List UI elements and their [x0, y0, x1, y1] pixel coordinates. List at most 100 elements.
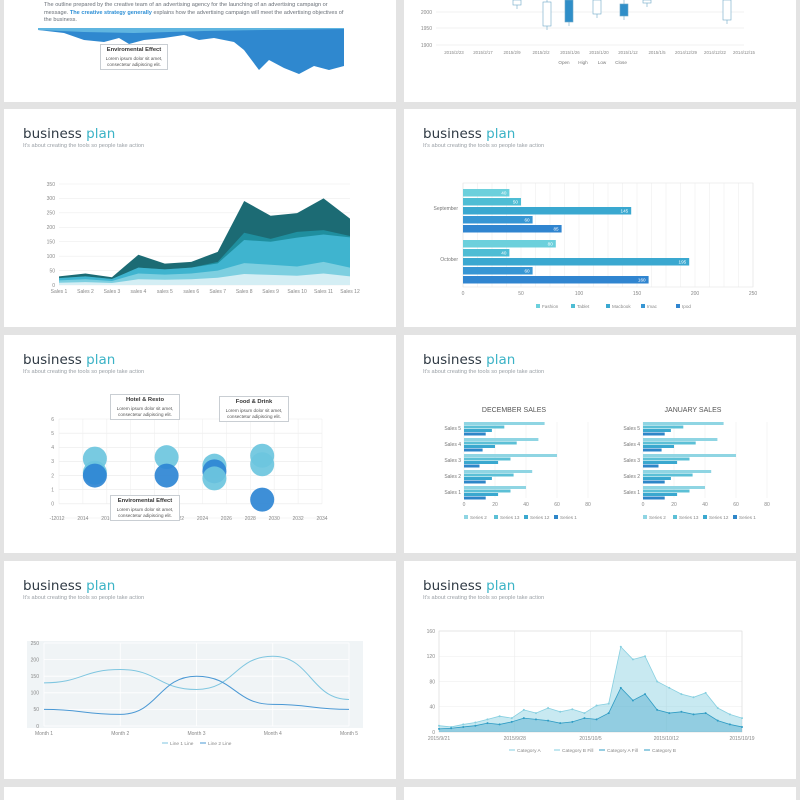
x-tick: 0 — [463, 502, 466, 508]
slide-next-left — [4, 787, 396, 800]
bar-label: 195 — [679, 260, 687, 265]
x-tick: 2015/10/5 — [579, 736, 601, 742]
x-tick: 2030 — [269, 516, 280, 522]
bubble — [154, 463, 179, 488]
slide-stacked-area: business plan It's about creating the to… — [4, 109, 396, 327]
bar — [463, 258, 690, 266]
bar — [464, 477, 492, 480]
page-subtitle: It's about creating the tools so people … — [23, 143, 145, 149]
x-tick: Sales 1 — [51, 289, 68, 295]
y-tick: 200 — [47, 225, 56, 231]
y-tick: 80 — [429, 679, 435, 685]
bubble — [154, 445, 179, 470]
category-label: Sales 2 — [623, 474, 640, 480]
bar — [463, 267, 533, 275]
strategy-note: The outline prepared by the creative tea… — [44, 2, 344, 24]
candle — [512, 0, 522, 6]
legend-swatch — [464, 515, 468, 519]
legend-item: Series 1 — [560, 515, 577, 520]
bar — [464, 480, 486, 484]
data-point — [619, 645, 622, 648]
y-tick: 160 — [427, 629, 436, 635]
y-tick: 2 — [51, 473, 54, 479]
x-tick: Month 1 — [35, 731, 53, 737]
y-tick: 1900 — [421, 43, 432, 49]
data-point — [741, 717, 743, 720]
bar — [643, 480, 665, 484]
bar — [643, 425, 684, 429]
panel-title: DECEMBER SALES — [482, 407, 547, 414]
bar — [464, 422, 545, 425]
slide-time-area: business plan It's about creating the to… — [404, 561, 796, 779]
page-subtitle: It's about creating the tools so people … — [23, 595, 145, 601]
bar — [463, 276, 649, 284]
legend-swatch — [703, 515, 707, 519]
legend-item: Imac — [647, 304, 658, 309]
y-tick: 0 — [432, 730, 435, 736]
plot-border — [438, 630, 743, 733]
bar — [643, 448, 662, 452]
slide-next-right — [404, 787, 796, 800]
legend-item: Ipod — [682, 304, 691, 309]
candle — [564, 0, 574, 23]
legend-item: Series 1 — [739, 515, 756, 520]
data-point — [498, 723, 501, 726]
x-tick: 2015/2/23 — [444, 50, 464, 55]
x-tick: 0 — [642, 502, 645, 508]
data-point — [704, 691, 707, 694]
data-point — [474, 721, 477, 724]
legend-swatch — [676, 304, 680, 308]
bar-label: 40 — [501, 251, 507, 256]
data-point — [680, 693, 683, 696]
bar — [643, 445, 674, 448]
data-point — [595, 704, 598, 707]
bar-label: 40 — [501, 191, 507, 196]
environment-callout: Enviromental Effect Lorem ipsum dolor si… — [100, 44, 168, 71]
y-tick: 2000 — [421, 10, 432, 16]
legend-swatch — [494, 515, 498, 519]
bar-label: 60 — [524, 218, 530, 223]
data-point — [571, 708, 574, 711]
legend-swatch — [641, 304, 645, 308]
y-tick: -1 — [50, 516, 55, 522]
slide-grouped-bars: business plan It's about creating the to… — [404, 109, 796, 327]
data-point — [704, 712, 707, 715]
data-point — [692, 713, 695, 716]
x-tick: Month 5 — [340, 731, 358, 737]
x-tick: Month 2 — [111, 731, 129, 737]
x-tick: 40 — [702, 502, 708, 508]
y-tick: 150 — [47, 240, 56, 246]
data-point — [607, 702, 610, 705]
x-tick: Sales 3 — [104, 289, 121, 295]
category-label: Sales 5 — [444, 426, 461, 432]
data-point — [547, 719, 550, 722]
y-tick: 100 — [47, 254, 56, 260]
legend-item: Category A — [517, 748, 542, 754]
x-tick: Month 3 — [187, 731, 205, 737]
legend-item: Series 13 — [679, 515, 699, 520]
candle — [592, 0, 602, 15]
x-tick: 20 — [671, 502, 677, 508]
data-point — [510, 717, 513, 720]
x-tick: 80 — [585, 502, 591, 508]
category-label: Sales 4 — [623, 442, 640, 448]
bar — [464, 429, 492, 432]
legend-item: Tablet — [577, 304, 590, 309]
data-point — [486, 722, 489, 725]
bar — [463, 216, 533, 224]
legend-swatch — [673, 515, 677, 519]
x-tick: 2015/1/12 — [618, 50, 638, 55]
legend-item: Close — [615, 60, 627, 65]
category-label: Sales 4 — [444, 442, 461, 448]
bubble-chart: 6543210-12012201420162018202020222024202… — [50, 417, 328, 522]
category-label: Sales 1 — [444, 490, 461, 496]
y-tick: 50 — [33, 707, 39, 713]
series-fill — [439, 646, 742, 732]
legend-item: Series 12 — [709, 515, 729, 520]
y-tick: 50 — [49, 268, 55, 274]
page-subtitle: It's about creating the tools so people … — [423, 369, 545, 375]
bubble-callout-environment: Enviromental Effect Lorem ipsum dolor si… — [110, 495, 180, 522]
x-tick: sales 6 — [183, 289, 199, 295]
data-point — [668, 712, 671, 715]
